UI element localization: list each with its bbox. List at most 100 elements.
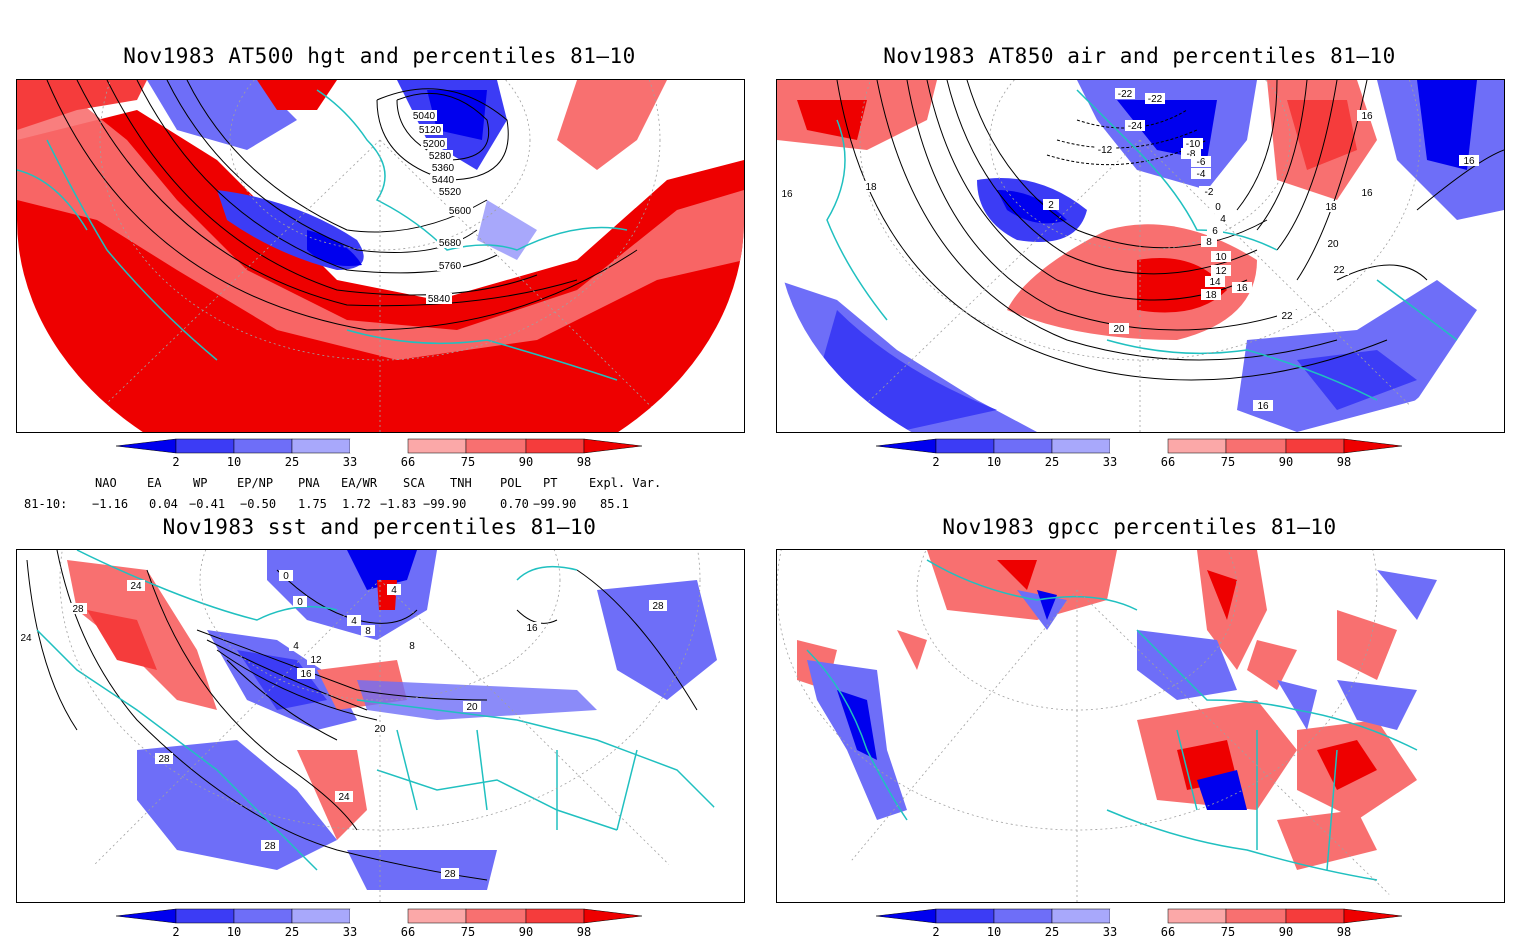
colorbar-tick-label: 75 xyxy=(460,455,476,469)
index-header: EA xyxy=(147,476,162,490)
contour-label: 5280 xyxy=(429,151,452,162)
colorbar-tick-label: 10 xyxy=(986,455,1002,469)
contour-label: 14 xyxy=(1209,277,1221,288)
index-header: Expl. Var. xyxy=(589,476,662,490)
colorbar-air850 xyxy=(876,438,1403,454)
colorbar-segment xyxy=(525,438,585,454)
contour-label: 8 xyxy=(1206,237,1212,248)
colorbar-tick-label: 25 xyxy=(284,925,300,939)
index-row-label: 81-10: xyxy=(24,497,68,511)
contour-label: 16 xyxy=(781,189,793,200)
index-value: −99.90 xyxy=(533,497,577,511)
map-panel-gpcc xyxy=(776,549,1505,903)
colorbar-segment xyxy=(116,438,177,454)
panel-title-air850: Nov1983 AT850 air and percentiles 81–10 xyxy=(883,44,1396,68)
contour-label: 5760 xyxy=(439,261,462,272)
colorbar-tick-label: 98 xyxy=(576,925,592,939)
contour-label: 12 xyxy=(310,655,322,666)
colorbar-segment xyxy=(1167,908,1227,924)
contour-label: 20 xyxy=(1327,239,1339,250)
colorbar-tick-label: 90 xyxy=(1278,455,1294,469)
colorbar-segment xyxy=(583,908,643,924)
colorbar-tick-label: 75 xyxy=(1220,455,1236,469)
contour-label: 5520 xyxy=(439,187,462,198)
map-gpcc xyxy=(777,550,1504,902)
contour-label: 24 xyxy=(20,633,32,644)
contour-label: 5120 xyxy=(419,125,442,136)
index-header: PT xyxy=(543,476,558,490)
contour-label: 5680 xyxy=(439,238,462,249)
contour-label: 18 xyxy=(865,182,877,193)
colorbar-segment xyxy=(465,908,527,924)
index-value: −0.41 xyxy=(189,497,226,511)
contour-label: 8 xyxy=(365,626,371,637)
index-header: EP/NP xyxy=(237,476,274,490)
colorbar-tick-label: 25 xyxy=(1044,455,1060,469)
colorbar-segment xyxy=(1110,439,1168,453)
colorbar-segment xyxy=(465,438,527,454)
contour-label: -24 xyxy=(1128,121,1143,132)
colorbar-tick-label: 66 xyxy=(400,455,416,469)
contour-label: -8 xyxy=(1187,149,1196,160)
contour-label: 16 xyxy=(1463,156,1475,167)
colorbar-tick-label: 10 xyxy=(986,925,1002,939)
colorbar-segment xyxy=(1051,438,1111,454)
colorbar-segment xyxy=(233,908,293,924)
colorbar-segment xyxy=(1110,909,1168,923)
contour-label: 4 xyxy=(293,641,299,652)
index-header: TNH xyxy=(450,476,472,490)
colorbar-sst xyxy=(116,908,643,924)
contour-label: 4 xyxy=(391,585,397,596)
colorbar-segment xyxy=(583,438,643,454)
contour-label: 20 xyxy=(466,702,478,713)
index-header: WP xyxy=(193,476,208,490)
colorbar-segment xyxy=(1225,438,1287,454)
contour-label: -2 xyxy=(1205,187,1214,198)
colorbar-tick-label: 66 xyxy=(400,925,416,939)
contour-label: 16 xyxy=(1257,401,1269,412)
contour-label: 5360 xyxy=(432,163,455,174)
colorbar-tick-label: 10 xyxy=(226,455,242,469)
colorbar-hgt500 xyxy=(116,438,643,454)
colorbar-segment xyxy=(935,438,995,454)
map-air850: -22 -22 -24 -12 -10 -8 -6 -4 -2 0 2 4 6 … xyxy=(777,80,1504,432)
colorbar-tick-label: 90 xyxy=(518,455,534,469)
colorbar-segment xyxy=(233,438,293,454)
colorbar-tick-label: 98 xyxy=(1336,455,1352,469)
contour-label: 28 xyxy=(444,869,456,880)
contour-label: 28 xyxy=(158,754,170,765)
colorbar-tick-label: 25 xyxy=(284,455,300,469)
map-panel-sst: 24 28 24 0 0 4 4 8 8 4 12 16 20 20 28 24… xyxy=(16,549,745,903)
colorbar-tick-label: 33 xyxy=(1102,925,1118,939)
contour-label: 16 xyxy=(300,669,312,680)
contour-label: 6 xyxy=(1212,226,1218,237)
colorbar-tick-label: 2 xyxy=(172,925,180,939)
panel-title-gpcc: Nov1983 gpcc percentiles 81–10 xyxy=(942,515,1337,539)
contour-label: 0 xyxy=(1215,202,1221,213)
index-value: 1.75 xyxy=(298,497,327,511)
panel-title-sst: Nov1983 sst and percentiles 81–10 xyxy=(162,515,597,539)
contour-label: 16 xyxy=(1236,283,1248,294)
colorbar-tick-label: 10 xyxy=(226,925,242,939)
index-value: 0.04 xyxy=(149,497,178,511)
colorbar-tick-label: 98 xyxy=(1336,925,1352,939)
contour-label: 10 xyxy=(1215,252,1227,263)
colorbar-segment xyxy=(350,439,408,453)
contour-label: 28 xyxy=(652,601,664,612)
contour-label: -6 xyxy=(1197,157,1206,168)
colorbar-segment xyxy=(1343,438,1403,454)
contour-label: 18 xyxy=(1205,290,1217,301)
contour-label: 5600 xyxy=(449,206,472,217)
contour-label: 12 xyxy=(1215,266,1227,277)
contour-label: 0 xyxy=(297,597,303,608)
index-value: 1.72 xyxy=(342,497,371,511)
contour-label: 4 xyxy=(1220,214,1226,225)
contour-label: 28 xyxy=(72,604,84,615)
contour-label: 5200 xyxy=(423,139,446,150)
colorbar-tick-label: 33 xyxy=(1102,455,1118,469)
contour-label: 5440 xyxy=(432,175,455,186)
index-header: PNA xyxy=(298,476,320,490)
colorbar-segment xyxy=(876,908,937,924)
colorbar-tick-label: 2 xyxy=(932,925,940,939)
contour-label: 16 xyxy=(1361,111,1373,122)
